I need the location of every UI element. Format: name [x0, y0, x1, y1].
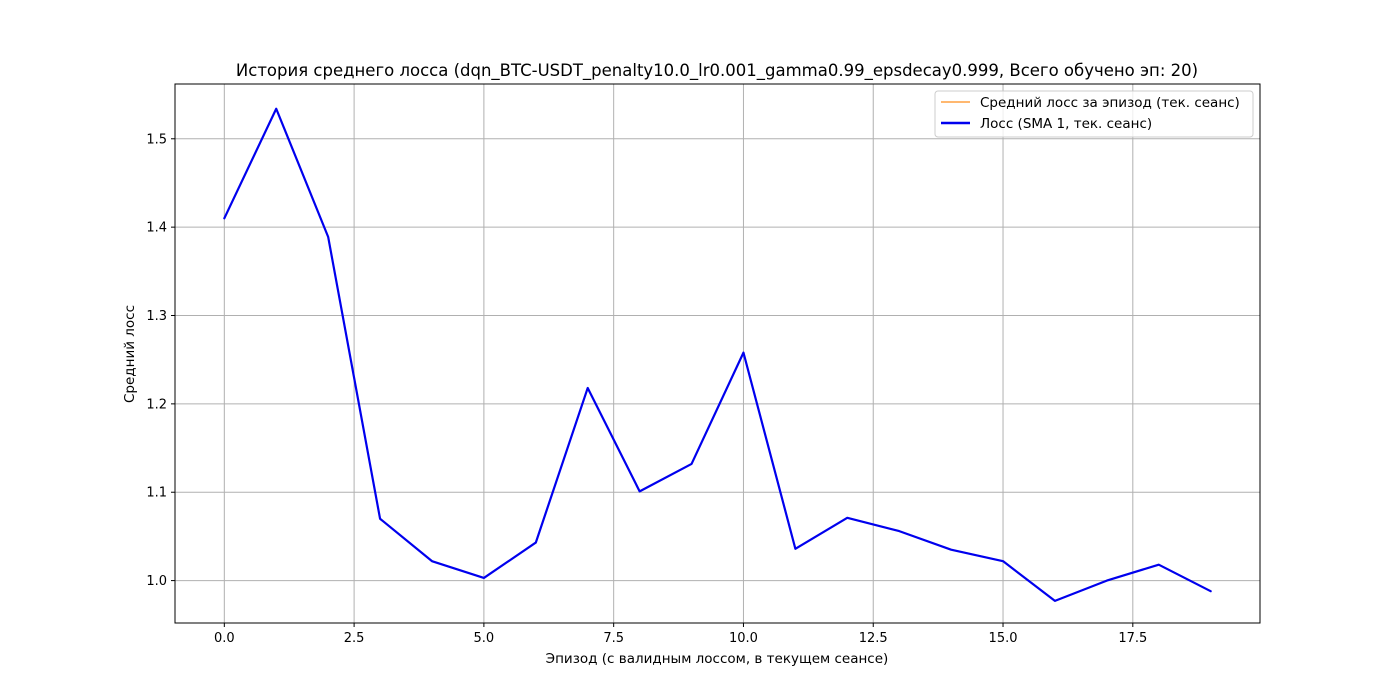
x-tick-label: 0.0: [214, 631, 235, 646]
y-tick-label: 1.1: [146, 486, 167, 501]
x-tick-label: 7.5: [603, 631, 624, 646]
x-axis: 0.0 2.5 5.0 7.5 10.0 12.5 15.0 17.5: [214, 623, 1147, 646]
y-tick-label: 1.0: [146, 574, 167, 589]
y-tick-label: 1.5: [146, 132, 167, 147]
x-tick-label: 2.5: [344, 631, 365, 646]
grid-lines: [175, 84, 1260, 623]
y-tick-label: 1.4: [146, 221, 167, 236]
x-tick-label: 17.5: [1118, 631, 1147, 646]
x-tick-label: 12.5: [859, 631, 888, 646]
legend-label-episode-loss: Средний лосс за эпизод (тек. сеанс): [980, 95, 1240, 111]
legend: Средний лосс за эпизод (тек. сеанс) Лосс…: [934, 90, 1254, 138]
plot-frame: [174, 83, 1261, 624]
x-tick-label: 5.0: [474, 631, 495, 646]
y-tick-label: 1.2: [146, 397, 167, 412]
legend-box: [934, 90, 1254, 138]
series-line-sma-loss: [223, 107, 1212, 603]
series-layer: [223, 107, 1212, 603]
y-tick-label: 1.3: [146, 309, 167, 324]
legend-label-sma-loss: Лосс (SMA 1, тек. сеанс): [980, 116, 1152, 132]
chart-title: История среднего лосса (dqn_BTC-USDT_pen…: [236, 61, 1198, 81]
y-axis-label: Средний лосс: [122, 305, 138, 403]
y-axis: 1.0 1.1 1.2 1.3 1.4 1.5: [146, 132, 175, 589]
x-tick-label: 15.0: [989, 631, 1018, 646]
x-tick-label: 10.0: [729, 631, 758, 646]
x-axis-label: Эпизод (с валидным лоссом, в текущем сеа…: [546, 651, 889, 667]
